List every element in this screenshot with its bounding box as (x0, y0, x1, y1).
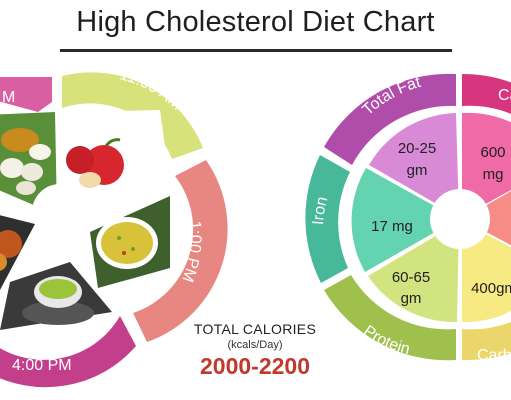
ring-segment-carb (462, 321, 511, 361)
wedge-cholesterol (462, 112, 511, 217)
value-iron: 17 mg (371, 218, 413, 235)
meal-photo-idli (0, 112, 57, 215)
nutrient-wheel: Total Fat Ca Iron Protein Carb 20-25 gm … (305, 74, 511, 364)
meal-photo-tea (0, 262, 112, 330)
ring-segment-m (0, 77, 52, 112)
value-protein-amount: 60-65 (392, 269, 430, 286)
meal-photo-curry (0, 215, 35, 290)
ring-segment-ca (462, 73, 511, 114)
meal-photo-rice (90, 196, 170, 288)
wedge-iron (351, 168, 458, 272)
meal-wheel: 11:00 AM 1:00 PM 4:00 PM M (0, 66, 228, 388)
ring-label-carb: Carb (477, 347, 511, 364)
ring-segment-400 (0, 316, 136, 388)
ring-label-iron: Iron (310, 195, 331, 226)
nutrient-wheel-center (430, 189, 490, 249)
wedge-protein (368, 222, 459, 323)
wedge-carb (462, 222, 511, 323)
page-title: High Cholesterol Diet Chart (76, 6, 435, 38)
total-calories-label: TOTAL CALORIES (193, 321, 317, 337)
ring-segment-iron (305, 155, 350, 283)
ring-segment-1100 (62, 72, 203, 159)
value-protein-unit: gm (401, 290, 422, 307)
ring-label-m: M (2, 89, 15, 106)
value-cholesterol-unit: mg (483, 166, 504, 183)
value-carb: 400gm (471, 280, 511, 297)
ring-label-ca: Ca (498, 87, 511, 104)
total-calories-block: TOTAL CALORIES (kcals/Day) 2000-2200 (175, 321, 335, 380)
value-cholesterol-amount: 600 (480, 144, 505, 161)
value-total-fat-unit: gm (407, 162, 428, 179)
ring-label-400: 4:00 PM (12, 357, 72, 374)
ring-segment-100 (133, 160, 228, 342)
total-calories-range: 2000-2200 (200, 353, 310, 379)
ring-segment-protein (324, 275, 456, 361)
title-underline (60, 49, 452, 52)
meal-photo-apples (64, 110, 168, 212)
total-calories-unit: (kcals/Day) (227, 339, 283, 351)
ring-segment-total-fat (324, 73, 456, 165)
meal-wheel-center (32, 184, 88, 240)
value-total-fat-amount: 20-25 (398, 140, 436, 157)
wedge-total-fat (369, 113, 459, 217)
